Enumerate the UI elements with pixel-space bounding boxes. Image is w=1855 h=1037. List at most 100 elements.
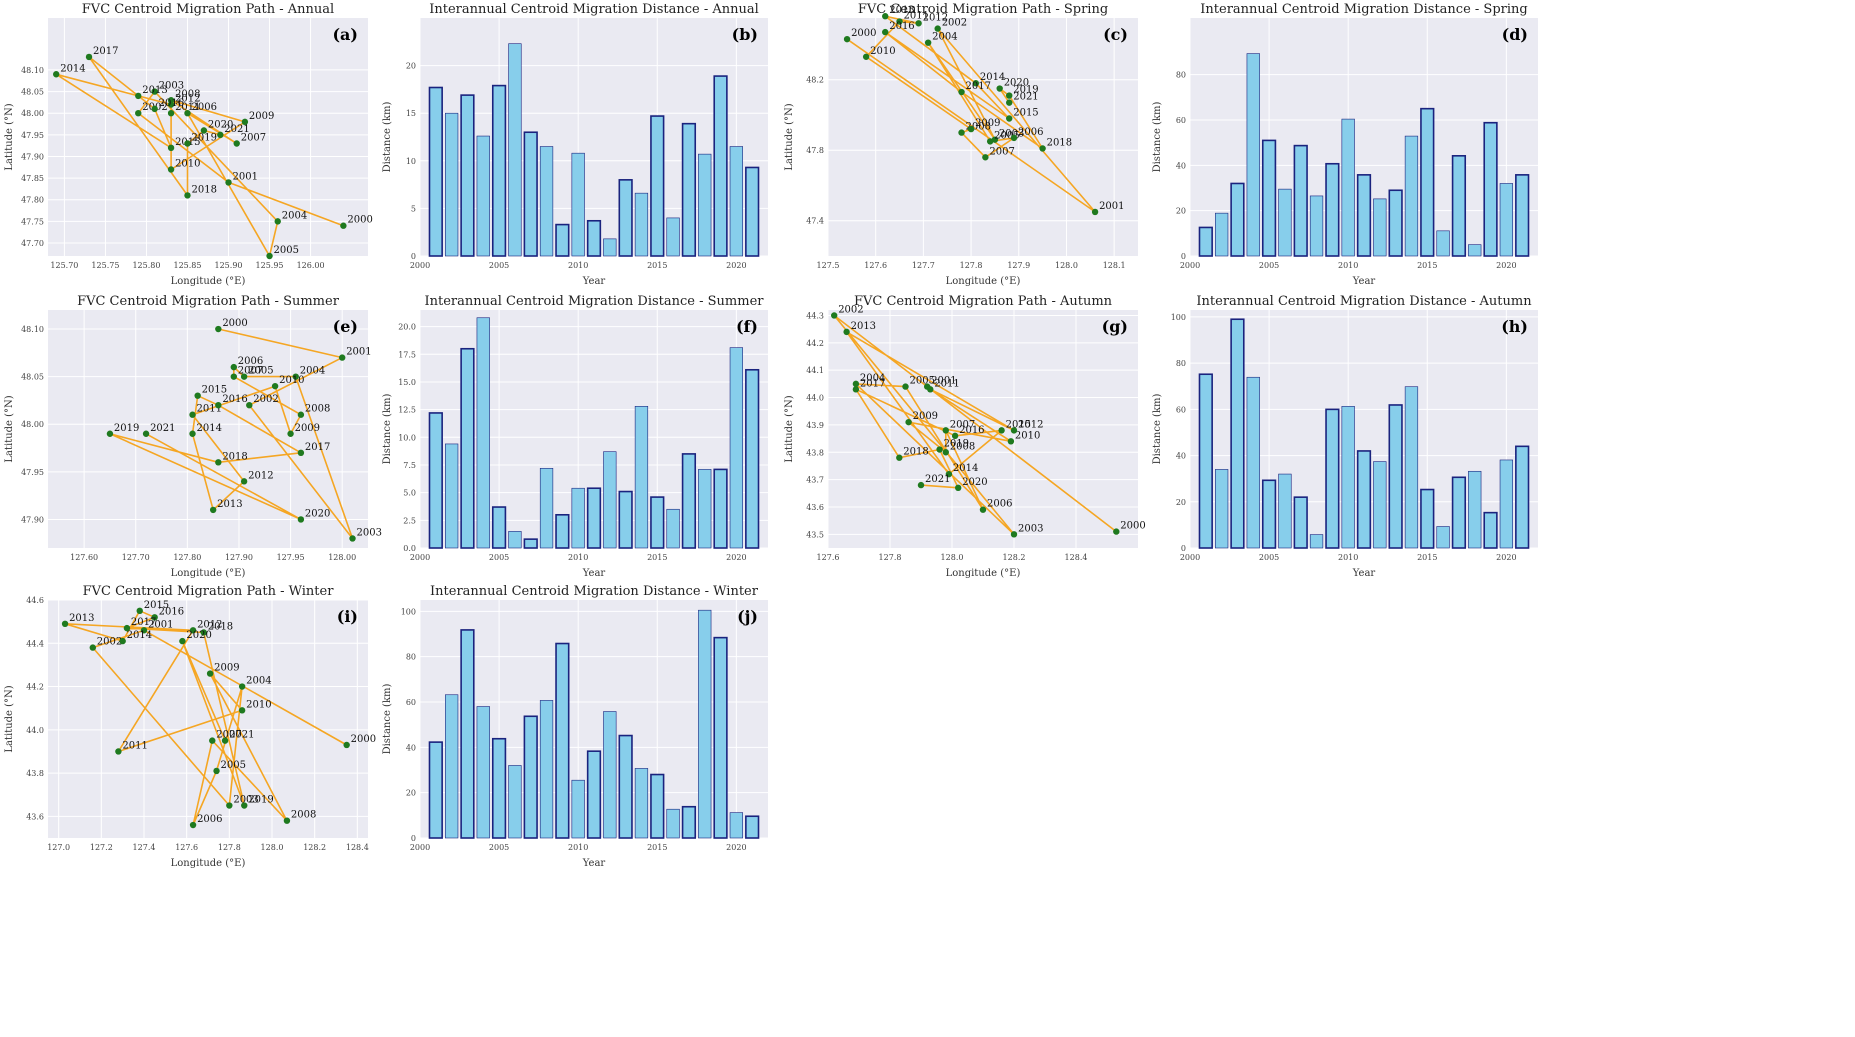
x-tick-label: 2015 [1417,553,1437,562]
point-label: 2016 [222,394,247,405]
point-label: 2006 [1018,127,1043,138]
bar [476,317,490,549]
centroid-point [843,35,851,43]
x-tick-label: 2015 [647,553,667,562]
migration-path [55,56,344,257]
centroid-point [955,484,962,492]
centroid-point [297,516,305,523]
point-label: 2010 [175,158,200,169]
centroid-point [200,127,208,134]
point-label: 2009 [295,423,320,434]
y-tick-label: 48.10 [21,66,44,75]
y-tick-label: 48.10 [21,325,44,334]
centroid-point [233,140,240,147]
bar [586,219,602,257]
bar [634,192,649,257]
centroid-point [945,470,953,478]
bar [603,711,617,839]
x-tick-label: 127.0 [47,843,70,852]
centroid-point [982,154,989,161]
centroid-point [266,252,273,260]
x-tick-label: 128.2 [303,843,326,852]
centroid-point [53,71,60,78]
chart-title: Interannual Centroid Migration Distance … [425,294,765,309]
point-label: 2013 [142,85,167,96]
y-tick-label: 80 [1176,71,1186,80]
bar [1246,53,1260,257]
y-tick-label: 43.8 [26,769,44,778]
point-label: 2005 [248,366,273,377]
bar [1325,162,1340,257]
y-tick-label: 10 [406,157,416,166]
centroid-point [972,80,980,87]
x-tick-label: 127.95 [277,553,305,562]
point-label: 2012 [197,619,222,630]
bar [445,443,459,549]
bar [523,538,538,549]
centroid-point [862,53,870,60]
panel-d-spring-distance: 2000 2005 2010 2015 2020 0 20 40 60 80 Interannual… [1150,0,1550,290]
panel-label: (d) [1502,25,1528,44]
y-tick-label: 47.80 [21,196,44,205]
x-axis-label: Longitude (°E) [946,568,1021,579]
bar [1436,230,1450,257]
centroid-point [151,614,158,621]
point-label: 2018 [191,184,216,195]
centroid-point [896,454,903,461]
bar [445,112,459,257]
bar [698,609,712,839]
x-tick-label: 127.6 [175,843,198,852]
centroid-point [119,637,126,645]
y-tick-label: 43.6 [806,503,824,512]
centroid-point [902,383,909,390]
y-tick-label: 48.00 [21,420,44,429]
point-label: 2021 [224,124,249,135]
point-label: 2010 [246,699,271,710]
bar [1215,212,1229,257]
panel-label: (b) [732,25,758,44]
x-tick-label: 2005 [489,553,509,562]
x-tick-label: 2010 [1338,261,1358,270]
panel-label: (h) [1501,317,1528,336]
point-label: 2012 [175,94,200,105]
bar [508,765,522,839]
x-tick-label: 128.00 [328,553,356,562]
point-label: 2009 [975,118,1000,129]
centroid-point [1007,438,1015,445]
point-label: 2001 [233,171,258,182]
x-tick-label: 2015 [647,843,667,852]
x-tick-label: 125.75 [91,261,119,270]
chart-title: FVC Centroid Migration Path - Annual [82,2,334,17]
y-tick-label: 40 [406,743,416,752]
centroid-point [167,110,175,117]
centroid-point [189,821,197,829]
x-tick-label: 2015 [647,261,667,270]
point-label: 2014 [953,463,978,474]
bar [681,805,697,839]
centroid-point [996,85,1003,92]
bar [1420,107,1435,257]
bar [745,368,760,549]
point-label: 2002 [942,18,967,29]
panel-e-summer-path: 127.60 127.70 127.80 127.90 127.95 128.00 47.9… [0,292,382,582]
centroid-point [215,325,222,333]
centroid-point [225,179,232,186]
bar [698,153,712,257]
bar [666,508,680,549]
point-label: 2002 [838,304,863,315]
plot-area [48,18,368,256]
point-label: 2000 [351,734,376,745]
point-label: 2017 [305,442,330,453]
point-label: 2009 [249,111,274,122]
centroid-point [924,39,932,46]
point-label: 2013 [69,613,94,624]
point-label: 2011 [122,740,147,751]
point-label: 2015 [1006,419,1031,430]
centroid-point [240,478,248,485]
centroid-point [136,607,143,615]
migration-path [109,328,354,540]
centroid-point [986,138,994,145]
point-label: 2017 [131,617,156,628]
y-tick-label: 60 [1176,405,1186,414]
point-label: 2015 [144,600,169,611]
